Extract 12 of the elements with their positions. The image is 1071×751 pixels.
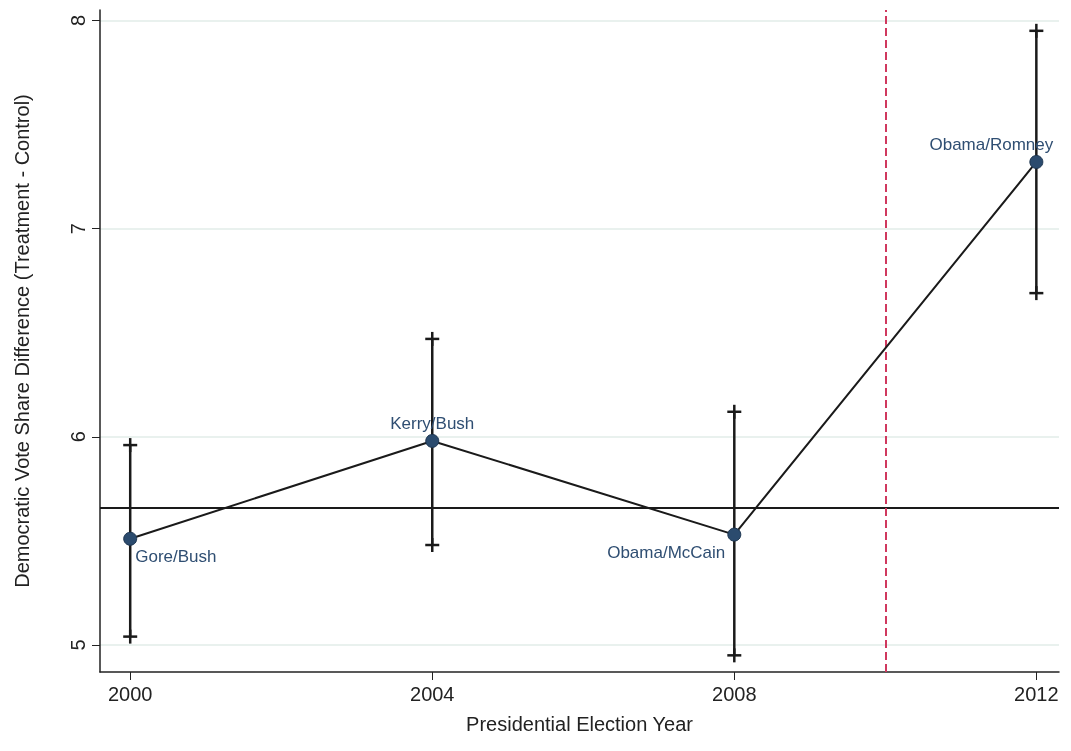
y-axis-title: Democratic Vote Share Difference (Treatment - Control) xyxy=(11,94,33,588)
y-tick-label: 8 xyxy=(67,14,89,26)
x-axis-title: Presidential Election Year xyxy=(466,713,694,735)
x-tick-label: 2004 xyxy=(410,683,455,705)
x-tick-label: 2008 xyxy=(712,683,757,705)
annotation: Obama/McCain xyxy=(607,543,726,563)
x-tick-label: 2012 xyxy=(1014,683,1059,705)
annotation: Gore/Bush xyxy=(135,547,217,567)
y-tick-label: 5 xyxy=(67,639,89,651)
x-tick-label: 2000 xyxy=(107,683,153,705)
y-tick-label: 6 xyxy=(67,431,89,443)
y-tick-label: 7 xyxy=(67,223,89,235)
